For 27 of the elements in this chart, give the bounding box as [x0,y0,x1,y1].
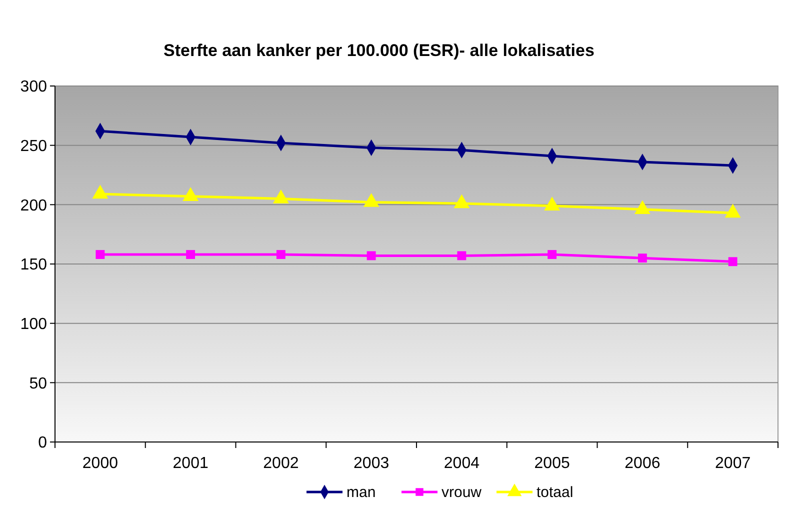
point [638,254,647,263]
x-tick-label: 2001 [172,455,208,472]
point [548,250,557,259]
point [728,257,738,266]
x-tick-label: 2002 [263,455,299,472]
legend-label: man [346,484,376,501]
point [186,250,196,259]
y-tick-label: 300 [20,78,48,96]
x-tick-label: 2000 [82,455,118,472]
legend-label: vrouw [442,484,482,501]
point [457,251,466,260]
y-tick-label: 250 [20,138,48,155]
x-tick-label: 2005 [534,455,570,472]
x-tick-label: 2003 [354,455,390,472]
y-tick-label: 50 [29,375,48,392]
chart-title: Sterfte aan kanker per 100.000 (ESR)- alle lokalisaties [164,41,594,60]
y-tick-label: 150 [20,256,48,274]
y-tick-label: 0 [38,434,48,452]
y-tick-label: 100 [20,316,48,333]
point [366,251,376,260]
x-tick-label: 2006 [624,455,660,472]
x-tick-label: 2004 [444,455,480,472]
y-tick-label: 200 [20,197,48,214]
point [276,250,286,259]
x-tick-label: 2007 [715,455,751,472]
legend-label: totaal [536,484,574,501]
point [96,250,105,259]
